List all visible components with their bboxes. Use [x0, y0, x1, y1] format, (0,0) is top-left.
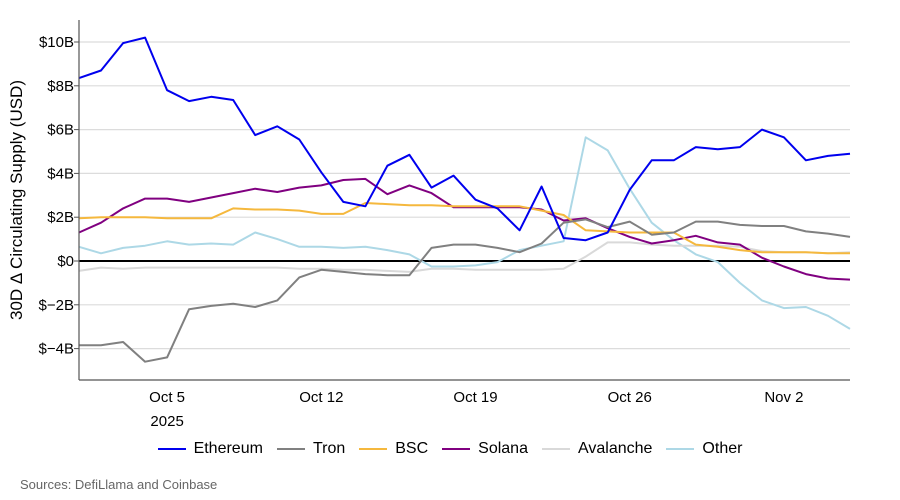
y-tick-label: $6B — [47, 122, 74, 139]
source-note: Sources: DefiLlama and Coinbase — [20, 477, 218, 492]
x-axis-ticks: Oct 5 2025 Oct 12 Oct 19 Oct 26 Nov 2 — [149, 389, 803, 430]
series-line-solana — [78, 177, 851, 281]
legend-label: Tron — [312, 440, 346, 457]
series-line-other — [78, 136, 851, 330]
legend-swatch — [666, 448, 695, 450]
legend-label: BSC — [395, 440, 429, 457]
legend-label: Avalanche — [577, 440, 653, 457]
y-tick-label: $−4B — [39, 341, 74, 358]
y-tick-label: $−2B — [39, 297, 74, 314]
y-tick-label: $0 — [57, 253, 74, 270]
y-axis-title: 30D Δ Circulating Supply (USD) — [7, 80, 26, 320]
legend-item-tron: Tron — [276, 440, 346, 458]
series-line-avalanche — [78, 241, 851, 273]
legend: Ethereum Tron BSC Solana Avalanche Other — [0, 440, 900, 458]
y-tick-label: $2B — [47, 209, 74, 226]
series-lines — [78, 36, 851, 363]
legend-label: Other — [702, 440, 743, 457]
x-tick-label: Oct 19 — [453, 389, 497, 406]
legend-swatch — [359, 448, 388, 450]
legend-swatch — [276, 448, 305, 450]
x-tick-label: Oct 12 — [299, 389, 343, 406]
legend-label: Solana — [478, 440, 528, 457]
legend-item-ethereum: Ethereum — [157, 440, 263, 458]
legend-item-bsc: BSC — [359, 440, 428, 458]
x-tick-sublabel: 2025 — [150, 413, 183, 430]
legend-item-avalanche: Avalanche — [541, 440, 653, 458]
line-chart: $10B$8B$6B$4B$2B$0$−2B$−4B Oct 52025Oct … — [7, 20, 851, 430]
legend-swatch — [541, 448, 570, 450]
y-axis-ticks: $10B $8B $6B $4B $2B $0 $−2B $−4B — [39, 34, 79, 358]
legend-item-other: Other — [666, 440, 742, 458]
legend-swatch — [442, 448, 471, 450]
legend-swatch — [157, 448, 186, 450]
series-line-ethereum — [78, 36, 851, 242]
series-line-bsc — [78, 202, 850, 255]
legend-item-solana: Solana — [442, 440, 528, 458]
x-tick-label: Nov 2 — [764, 389, 803, 406]
x-tick-label: Oct 5 — [149, 389, 185, 406]
series-line-tron — [79, 218, 851, 363]
legend-label: Ethereum — [193, 440, 263, 457]
y-tick-label: $4B — [47, 165, 74, 182]
x-tick-label: Oct 26 — [608, 389, 652, 406]
y-tick-label: $8B — [47, 78, 74, 95]
y-tick-label: $10B — [39, 34, 74, 51]
gridlines — [79, 41, 850, 350]
